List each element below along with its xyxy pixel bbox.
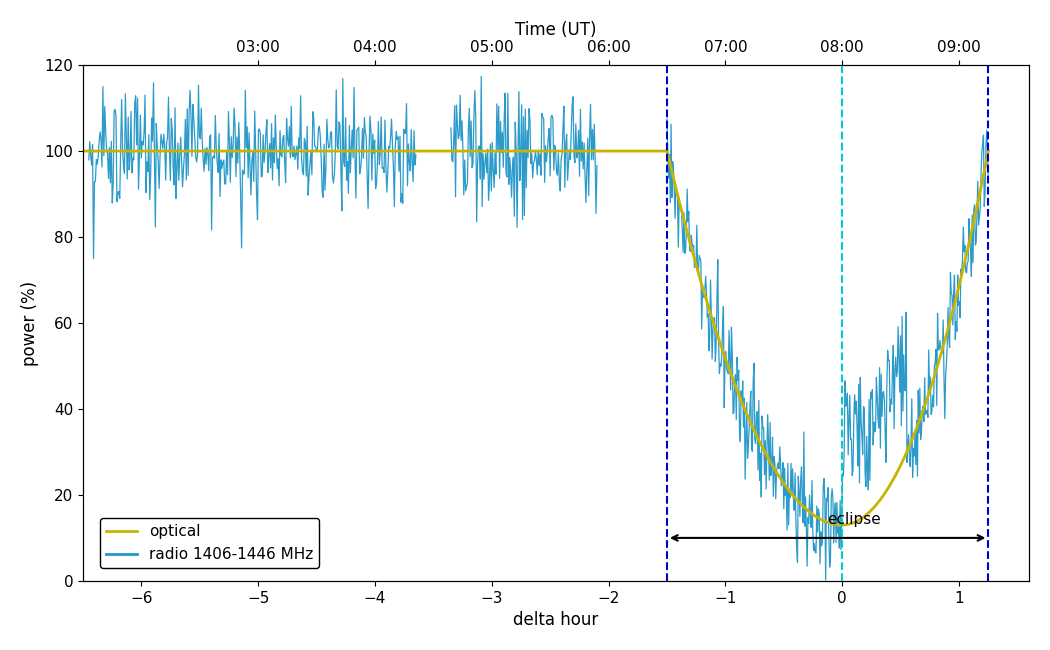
optical: [859, 512, 872, 520]
X-axis label: delta hour: delta hour: [513, 611, 598, 629]
optical: [982, 147, 994, 155]
optical: [911, 422, 924, 430]
optical: [172, 147, 185, 155]
Legend: optical, radio 1406-1446 MHz: optical, radio 1406-1446 MHz: [100, 518, 319, 568]
Text: eclipse: eclipse: [827, 512, 881, 527]
optical: [766, 462, 779, 470]
optical: [780, 483, 793, 491]
optical: [77, 147, 89, 155]
X-axis label: Time (UT): Time (UT): [516, 21, 596, 39]
Line: optical: optical: [83, 151, 988, 525]
Y-axis label: power (%): power (%): [21, 280, 39, 365]
optical: [836, 521, 848, 529]
optical: [795, 501, 807, 509]
